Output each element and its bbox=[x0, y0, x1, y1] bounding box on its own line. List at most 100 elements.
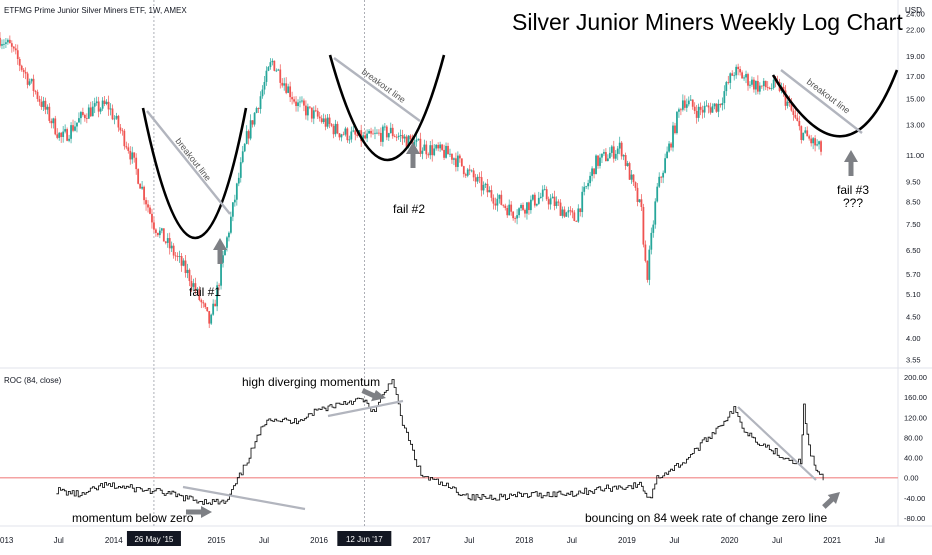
price-candle bbox=[380, 127, 382, 147]
price-candle bbox=[735, 64, 738, 79]
price-candle bbox=[66, 127, 69, 142]
candle-body bbox=[498, 194, 501, 199]
up-arrow-icon bbox=[213, 238, 227, 264]
candle-body bbox=[462, 166, 465, 175]
candle-body bbox=[192, 283, 195, 287]
price-candle bbox=[751, 76, 753, 87]
candle-body bbox=[253, 112, 256, 125]
price-candle bbox=[131, 146, 134, 164]
roc-axis-tick: 80.00 bbox=[904, 433, 923, 442]
price-candle bbox=[267, 65, 270, 72]
candle-body bbox=[332, 125, 335, 135]
roc-axis-tick: 160.00 bbox=[904, 393, 927, 402]
price-candle bbox=[620, 141, 623, 160]
price-candle bbox=[123, 128, 126, 150]
price-candle bbox=[170, 241, 173, 252]
price-candle bbox=[350, 126, 353, 143]
price-candle bbox=[539, 192, 542, 199]
price-candle bbox=[62, 126, 65, 143]
price-candle bbox=[312, 106, 315, 125]
candle-body bbox=[12, 46, 15, 49]
price-axis-tick: 11.00 bbox=[906, 151, 924, 160]
price-candle bbox=[707, 102, 710, 114]
candle-body bbox=[399, 135, 402, 136]
price-candle bbox=[93, 97, 96, 114]
candle-body bbox=[243, 143, 246, 152]
price-candle bbox=[719, 103, 722, 108]
price-candle bbox=[557, 199, 560, 207]
price-candle bbox=[634, 181, 637, 191]
candle-body bbox=[770, 88, 773, 89]
candle-body bbox=[644, 244, 647, 261]
price-candle bbox=[8, 35, 11, 44]
candle-body bbox=[668, 143, 670, 152]
candle-body bbox=[451, 153, 453, 160]
price-axis-tick: 15.00 bbox=[906, 95, 925, 104]
price-candle bbox=[12, 45, 15, 52]
candle-body bbox=[567, 210, 570, 213]
price-candle bbox=[646, 260, 649, 283]
price-candle bbox=[52, 117, 55, 129]
price-candle bbox=[0, 32, 1, 48]
candle-body bbox=[87, 107, 90, 119]
candle-body bbox=[458, 155, 461, 159]
price-candle bbox=[85, 113, 88, 124]
price-candle bbox=[472, 167, 475, 182]
candle-body bbox=[257, 108, 260, 109]
price-candle bbox=[678, 107, 680, 118]
price-candle bbox=[48, 103, 51, 124]
price-candle bbox=[117, 114, 120, 132]
candle-body bbox=[575, 221, 578, 222]
candle-body bbox=[747, 74, 749, 86]
price-candle bbox=[370, 127, 372, 138]
roc-label-bouncing: bouncing on 84 week rate of change zero … bbox=[585, 511, 827, 525]
price-candle bbox=[101, 97, 104, 111]
price-candle bbox=[695, 104, 698, 124]
price-candle bbox=[155, 228, 157, 237]
price-candle bbox=[70, 122, 72, 144]
price-candle bbox=[261, 85, 264, 99]
candle-body bbox=[528, 202, 530, 211]
price-candle bbox=[188, 268, 191, 287]
candle-body bbox=[524, 209, 526, 214]
candle-body bbox=[220, 262, 222, 286]
price-candle bbox=[340, 133, 343, 142]
price-candle bbox=[143, 185, 145, 205]
candle-body bbox=[565, 212, 568, 217]
candle-body bbox=[155, 229, 157, 233]
candle-body bbox=[312, 110, 315, 119]
candle-body bbox=[56, 134, 59, 138]
price-candle bbox=[24, 67, 27, 80]
candle-body bbox=[6, 39, 9, 43]
price-axis-tick: 4.00 bbox=[906, 334, 921, 343]
price-candle bbox=[571, 208, 574, 219]
candle-body bbox=[168, 238, 171, 249]
candle-body bbox=[68, 138, 70, 141]
price-candle bbox=[818, 140, 820, 150]
candle-body bbox=[91, 106, 94, 117]
price-candle bbox=[283, 77, 286, 91]
price-candle bbox=[595, 154, 597, 175]
candle-body bbox=[113, 118, 116, 120]
price-candle bbox=[512, 210, 515, 221]
candle-body bbox=[589, 175, 592, 184]
price-candle bbox=[579, 208, 582, 217]
candle-body bbox=[648, 249, 651, 280]
price-candle bbox=[306, 103, 309, 121]
price-candle bbox=[243, 142, 246, 153]
candle-body bbox=[743, 77, 745, 79]
price-candle bbox=[792, 108, 795, 121]
price-candle bbox=[490, 185, 493, 202]
time-axis-tick: 2014 bbox=[105, 536, 123, 545]
candle-body bbox=[18, 59, 21, 66]
price-candle bbox=[190, 275, 193, 292]
candle-body bbox=[804, 130, 807, 133]
candle-body bbox=[109, 108, 112, 110]
candle-body bbox=[393, 136, 396, 137]
candle-body bbox=[162, 228, 165, 242]
candle-body bbox=[466, 169, 469, 176]
candle-body bbox=[614, 153, 617, 159]
price-candle bbox=[397, 132, 400, 140]
candle-body bbox=[415, 139, 418, 142]
cup-arc-3 bbox=[771, 69, 899, 138]
